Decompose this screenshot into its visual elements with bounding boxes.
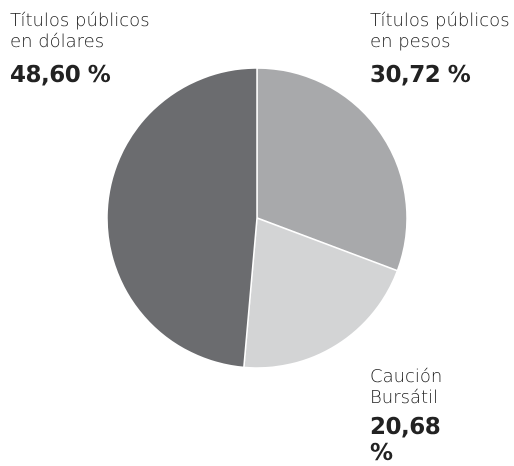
pie-slice	[243, 216, 399, 369]
pie-slice	[106, 67, 258, 369]
chart: Títulos públicos en pesos 30,72 % Caució…	[10, 10, 514, 466]
value-label: 48,60 %	[10, 62, 111, 88]
pie	[106, 67, 408, 369]
slice-label: Títulos públicos en pesos 30,72 %	[370, 10, 514, 88]
category-label: Títulos públicos en dólares	[10, 10, 150, 52]
slice-label: Caución Bursátil 20,68 %	[370, 366, 470, 466]
category-label: Caución Bursátil	[370, 366, 443, 408]
value-label: 20,68 %	[370, 414, 441, 466]
pie-slice	[256, 67, 408, 272]
slice-label: Títulos públicos en dólares 48,60 %	[10, 10, 160, 88]
value-label: 30,72 %	[370, 62, 471, 88]
category-label: Títulos públicos en pesos	[370, 10, 510, 52]
